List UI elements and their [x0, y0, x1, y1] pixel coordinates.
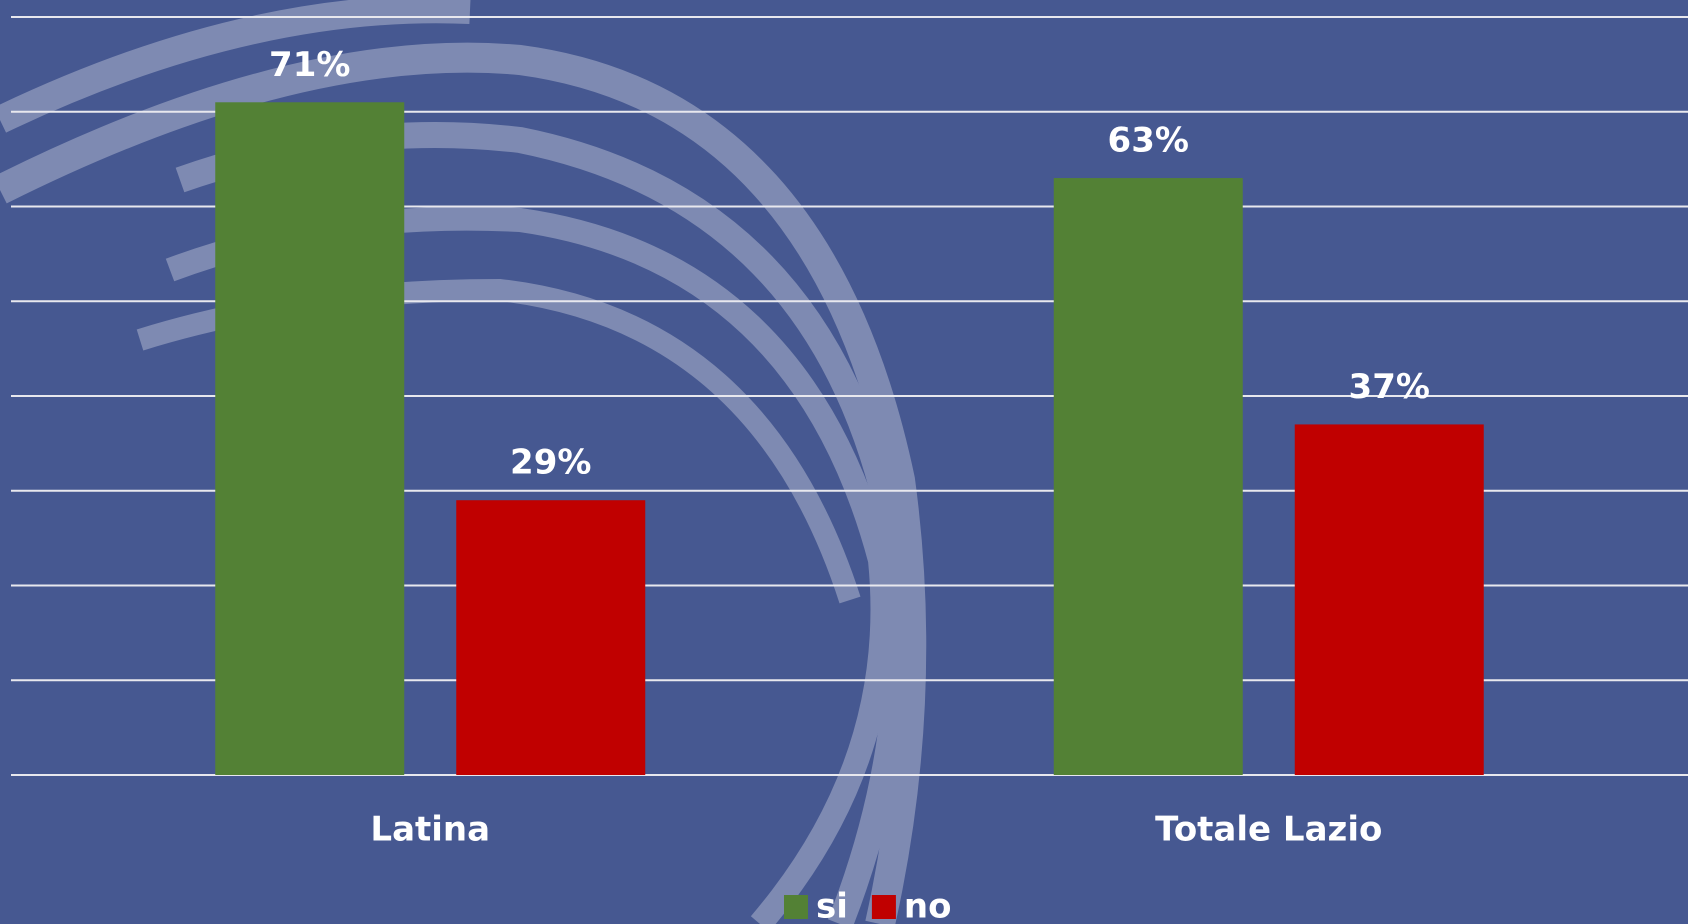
- background-decoration: [0, 0, 927, 924]
- legend-swatch: [784, 895, 808, 919]
- data-label: 29%: [510, 443, 591, 483]
- bar: [1053, 178, 1243, 775]
- bar: [215, 102, 405, 775]
- legend-swatch: [871, 895, 896, 919]
- bar: [456, 500, 646, 775]
- data-label: 71%: [269, 45, 350, 85]
- bar: [1294, 424, 1484, 775]
- data-label: 37%: [1349, 367, 1430, 407]
- data-label: 63%: [1108, 121, 1189, 161]
- x-tick-label: Totale Lazio: [1155, 810, 1382, 850]
- legend-label: no: [904, 887, 952, 924]
- legend-label: si: [816, 887, 848, 924]
- x-tick-label: Latina: [370, 810, 490, 850]
